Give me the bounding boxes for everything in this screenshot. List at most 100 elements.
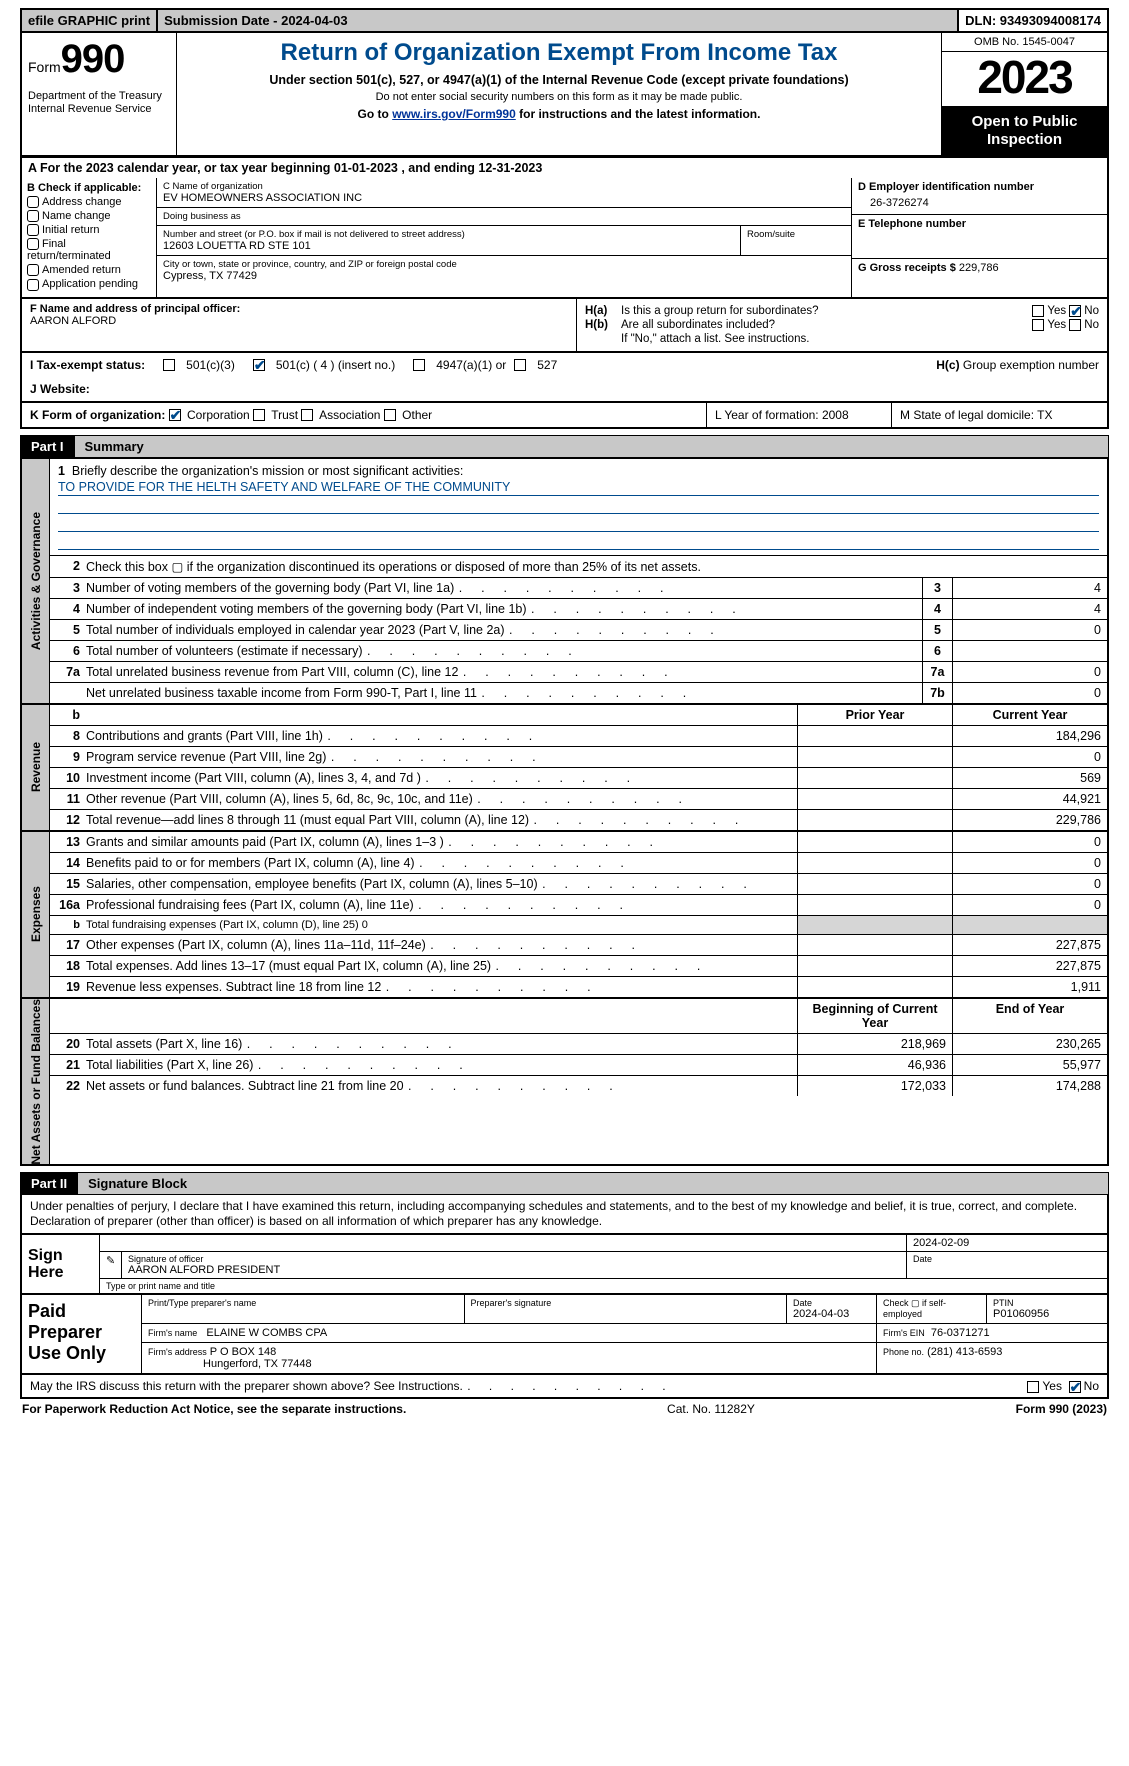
ha-text: Is this a group return for subordinates? [621, 305, 1032, 317]
org-name: EV HOMEOWNERS ASSOCIATION INC [163, 192, 845, 204]
l-year: L Year of formation: 2008 [707, 403, 892, 427]
chk-application-pending[interactable] [27, 279, 39, 291]
sig-officer-name: AARON ALFORD PRESIDENT [128, 1264, 900, 1276]
efile-label[interactable]: efile GRAPHIC print [22, 10, 158, 31]
hb-yes[interactable] [1032, 319, 1044, 331]
table-row: 11Other revenue (Part VIII, column (A), … [50, 789, 1107, 810]
table-row: 10Investment income (Part VIII, column (… [50, 768, 1107, 789]
discuss-yes[interactable] [1027, 1381, 1039, 1393]
table-row: bTotal fundraising expenses (Part IX, co… [50, 916, 1107, 935]
header-right: OMB No. 1545-0047 2023 Open to Public In… [942, 33, 1107, 155]
irs-link[interactable]: www.irs.gov/Form990 [392, 107, 516, 121]
part1-title: Summary [75, 435, 1109, 458]
sig-date: 2024-02-09 [907, 1235, 1107, 1251]
hc-text: Group exemption number [963, 358, 1099, 372]
type-print-label: Type or print name and title [100, 1279, 1107, 1293]
ha-yes[interactable] [1032, 305, 1044, 317]
sidetab-netassets: Net Assets or Fund Balances [22, 999, 50, 1165]
date-label: Date [913, 1254, 1101, 1264]
row-klm: K Form of organization: Corporation Trus… [20, 403, 1109, 429]
firm-addr-label: Firm's address [148, 1347, 207, 1357]
street-label: Number and street (or P.O. box if mail i… [163, 229, 734, 240]
chk-assoc[interactable] [301, 409, 313, 421]
c-name-label: C Name of organization [163, 181, 845, 192]
discuss-no[interactable] [1069, 1381, 1081, 1393]
omb-number: OMB No. 1545-0047 [942, 33, 1107, 52]
sign-here-label: Sign Here [22, 1235, 100, 1293]
section-b: B Check if applicable: Address change Na… [22, 178, 157, 297]
fh-block: F Name and address of principal officer:… [20, 299, 1109, 353]
chk-other[interactable] [384, 409, 396, 421]
prep-date-label: Date [793, 1298, 870, 1308]
m-state: M State of legal domicile: TX [892, 403, 1107, 427]
form-title: Return of Organization Exempt From Incom… [185, 39, 933, 67]
top-bar: efile GRAPHIC print Submission Date - 20… [20, 8, 1109, 31]
prep-sig-label: Preparer's signature [471, 1298, 781, 1308]
prep-name-label: Print/Type preparer's name [148, 1298, 458, 1308]
phone-label: Phone no. [883, 1347, 924, 1357]
table-row: 7aTotal unrelated business revenue from … [50, 662, 1107, 683]
dba-label: Doing business as [163, 211, 845, 222]
sidetab-activities: Activities & Governance [22, 459, 50, 703]
d-label: D Employer identification number [858, 181, 1101, 193]
table-row: Net unrelated business taxable income fr… [50, 683, 1107, 703]
ha-no[interactable] [1069, 305, 1081, 317]
table-row: 5Total number of individuals employed in… [50, 620, 1107, 641]
firm-name: ELAINE W COMBS CPA [206, 1327, 327, 1339]
table-row: 3Number of voting members of the governi… [50, 578, 1107, 599]
hb-no[interactable] [1069, 319, 1081, 331]
chk-amended-return[interactable] [27, 264, 39, 276]
room-label: Room/suite [747, 229, 845, 240]
chk-initial-return[interactable] [27, 224, 39, 236]
table-row: 19Revenue less expenses. Subtract line 1… [50, 977, 1107, 997]
chk-corp[interactable] [169, 409, 181, 421]
ptin-value: P01060956 [993, 1308, 1101, 1320]
table-row: 6Total number of volunteers (estimate if… [50, 641, 1107, 662]
city-value: Cypress, TX 77429 [163, 270, 845, 282]
firm-ein: 76-0371271 [931, 1327, 990, 1339]
chk-501c3[interactable] [163, 359, 175, 371]
table-row: 9Program service revenue (Part VIII, lin… [50, 747, 1107, 768]
row-j: J Website: [20, 377, 1109, 403]
phone-value: (281) 413-6593 [927, 1346, 1002, 1358]
paid-preparer-label: Paid Preparer Use Only [22, 1295, 142, 1373]
part2-label: Part II [20, 1172, 78, 1195]
hb-text: Are all subordinates included? [621, 319, 1032, 331]
chk-trust[interactable] [253, 409, 265, 421]
header-mid: Return of Organization Exempt From Incom… [177, 33, 942, 155]
section-deg: D Employer identification number 26-3726… [852, 178, 1107, 297]
hdr-current: Current Year [952, 705, 1107, 725]
part1-label: Part I [20, 435, 75, 458]
chk-501c[interactable] [253, 359, 265, 371]
table-row: 8Contributions and grants (Part VIII, li… [50, 726, 1107, 747]
p1-revenue: Revenue bPrior YearCurrent Year 8Contrib… [20, 705, 1109, 832]
table-row: 21Total liabilities (Part X, line 26)46,… [50, 1055, 1107, 1076]
g-label: G Gross receipts $ [858, 262, 956, 274]
section-c: C Name of organization EV HOMEOWNERS ASS… [157, 178, 852, 297]
table-row: 15Salaries, other compensation, employee… [50, 874, 1107, 895]
part2-title: Signature Block [78, 1172, 1109, 1195]
table-row: 4Number of independent voting members of… [50, 599, 1107, 620]
table-row: 17Other expenses (Part IX, column (A), l… [50, 935, 1107, 956]
j-label: J Website: [30, 382, 90, 396]
prep-date: 2024-04-03 [793, 1308, 870, 1320]
hdr-eoy: End of Year [952, 999, 1107, 1033]
pra-notice: For Paperwork Reduction Act Notice, see … [22, 1402, 406, 1416]
section-h: H(a) Is this a group return for subordin… [577, 299, 1107, 351]
header-left: Form990 Department of the Treasury Inter… [22, 33, 177, 155]
b-label: B Check if applicable: [27, 182, 151, 194]
chk-527[interactable] [514, 359, 526, 371]
section-f: F Name and address of principal officer:… [22, 299, 577, 351]
chk-name-change[interactable] [27, 210, 39, 222]
submission-date: Submission Date - 2024-04-03 [158, 10, 959, 31]
row-a-taxyear: A For the 2023 calendar year, or tax yea… [20, 158, 1109, 178]
chk-4947[interactable] [413, 359, 425, 371]
pen-icon: ✎ [100, 1252, 122, 1278]
form-label: Form [28, 59, 61, 75]
gross-receipts: 229,786 [959, 262, 999, 274]
chk-address-change[interactable] [27, 196, 39, 208]
chk-final-return[interactable] [27, 238, 39, 250]
i-label: I Tax-exempt status: [30, 358, 145, 372]
entity-block: B Check if applicable: Address change Na… [20, 178, 1109, 299]
form-footer: Form 990 (2023) [1016, 1402, 1107, 1416]
